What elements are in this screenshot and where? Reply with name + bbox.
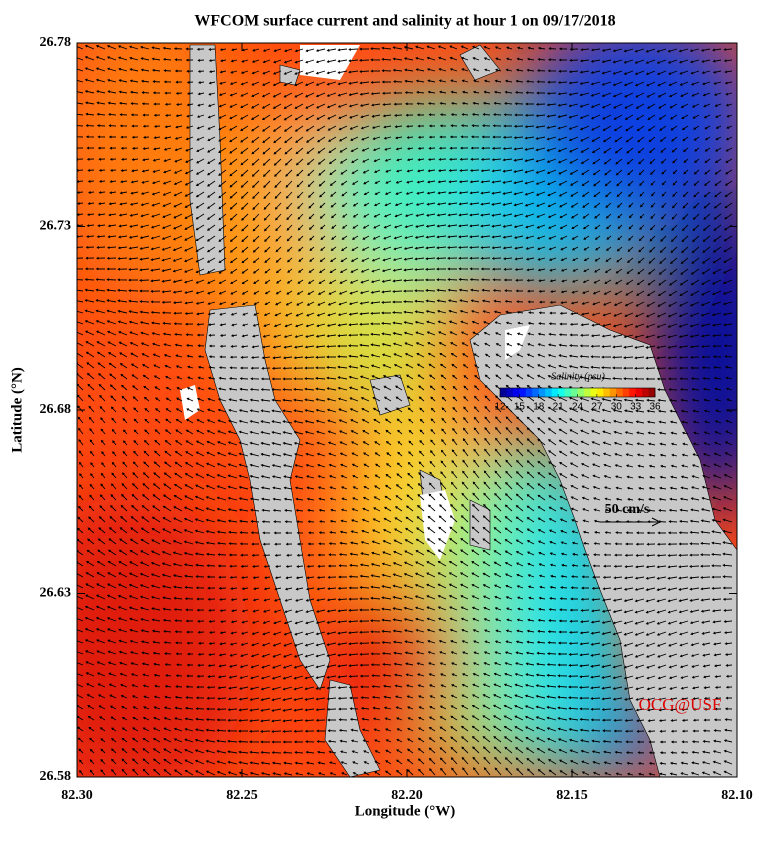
x-tick-label: 82.10 [721,788,753,803]
colorbar-swatch [590,388,598,397]
x-tick-label: 82.20 [391,788,423,803]
colorbar-swatch [635,388,643,397]
x-tick-label: 82.30 [61,788,93,803]
colorbar-swatch [609,388,617,397]
colorbar-swatch [500,388,507,397]
colorbar-swatch [571,388,578,397]
land-gaps [180,45,530,560]
map-title: WFCOM surface current and salinity at ho… [194,13,615,30]
colorbar-swatch [532,388,540,397]
colorbar-swatch [616,388,624,397]
colorbar-swatch [596,388,604,397]
colorbar-title: Salinity (psu) [551,371,605,382]
colorbar-tick-label: 30 [611,402,623,413]
colorbar-swatch [545,388,552,397]
colorbar-tick-label: 12 [494,402,506,413]
colorbar: Salinity (psu) 12 15 18 21 24 27 30 33 36 [494,371,661,412]
y-tick-label: 26.63 [40,586,72,601]
colorbar-swatch [648,388,656,397]
y-tick-label: 26.73 [40,219,72,234]
land [189,44,737,777]
colorbar-tick-label: 33 [630,402,642,413]
colorbar-swatch [583,388,591,397]
y-tick-label: 26.58 [40,769,72,784]
colorbar-swatch [519,388,527,397]
colorbar-tick-label: 27 [591,402,603,413]
current-vectors [77,44,733,776]
colorbar-tick-label: 36 [649,402,661,413]
colorbar-tick-label: 24 [572,402,584,413]
colorbar-swatch [558,388,565,397]
colorbar-swatch [603,388,611,397]
colorbar-swatch [577,388,585,397]
colorbar-swatch [551,388,559,397]
colorbar-tick-label: 18 [533,402,545,413]
scale-arrow-head [651,517,662,527]
colorbar-tick-label: 21 [553,402,565,413]
x-axis-label: Longitude (°W) [355,803,456,819]
colorbar-swatch [564,388,572,397]
y-axis-label: Latitude (°N) [9,367,25,453]
colorbar-swatch [538,388,546,397]
vector-field [77,44,733,776]
x-tick-label: 82.25 [226,788,258,803]
salinity-field [77,43,737,777]
y-tick-label: 26.68 [40,402,72,417]
colorbar-swatch [525,388,533,397]
colorbar-swatch [642,388,649,397]
colorbar-swatch [629,388,636,397]
y-tick-label: 26.78 [40,35,72,50]
colorbar-swatch [506,388,514,397]
colorbar-swatch [512,388,520,397]
scale-label: 50 cm/s [605,502,650,517]
axes: 82.30 82.25 82.20 82.15 82.10 26.58 26.63 26.68… [40,35,753,803]
colorbar-tick-label: 15 [514,402,526,413]
colorbar-swatch [622,388,630,397]
x-tick-label: 82.15 [556,788,588,803]
credit: OCG@USF [639,695,722,714]
